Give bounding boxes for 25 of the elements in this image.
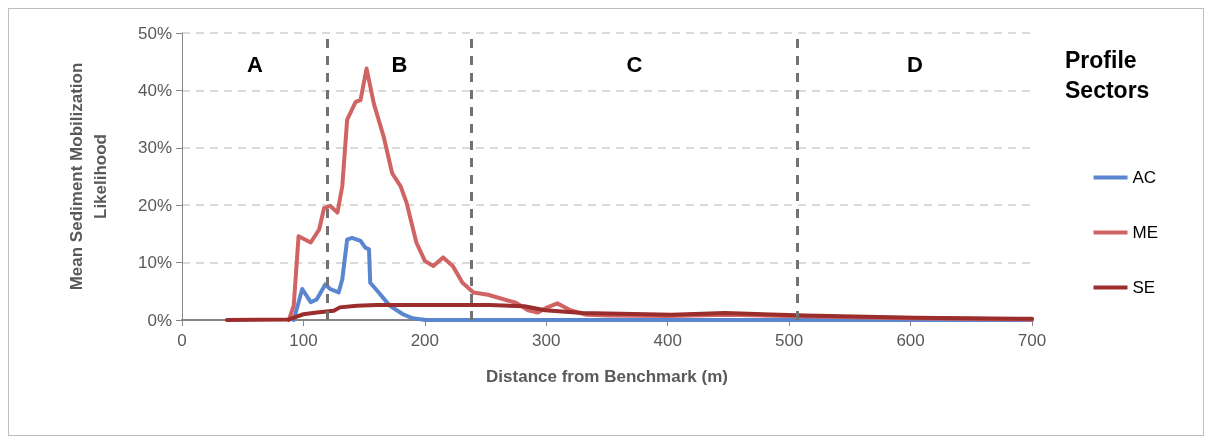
y-tick-label: 10% xyxy=(137,253,172,273)
x-tick-label: 0 xyxy=(177,331,187,350)
annotation: A xyxy=(246,52,263,78)
legend-label: ME xyxy=(1132,223,1158,242)
y-tick-label: 40% xyxy=(137,80,172,100)
y-tick-label: 30% xyxy=(137,138,172,158)
y-tick-label: 50% xyxy=(137,23,172,43)
legend-label: AC xyxy=(1132,168,1157,187)
legend-label: SE xyxy=(1132,278,1156,297)
y-axis-title: Mean Sediment Mobilization Likelihood xyxy=(66,62,110,291)
x-tick-label: 400 xyxy=(653,331,682,350)
annotation: B xyxy=(391,52,408,78)
x-tick-label: 500 xyxy=(774,331,804,350)
x-tick-label: 100 xyxy=(289,331,318,350)
y-tick-label: 20% xyxy=(137,195,172,215)
x-tick-label: 600 xyxy=(896,331,925,350)
annotation: C xyxy=(626,52,643,78)
y-tick-label: 0% xyxy=(147,310,172,330)
x-tick-label: 700 xyxy=(1017,331,1047,350)
line-series xyxy=(224,303,1034,322)
x-tick-label: 200 xyxy=(410,331,440,350)
legend-title: Profile Sectors xyxy=(1065,47,1150,103)
annotation: D xyxy=(906,52,923,78)
x-tick-label: 300 xyxy=(532,331,561,350)
x-axis-title: Distance from Benchmark (m) xyxy=(486,367,728,386)
